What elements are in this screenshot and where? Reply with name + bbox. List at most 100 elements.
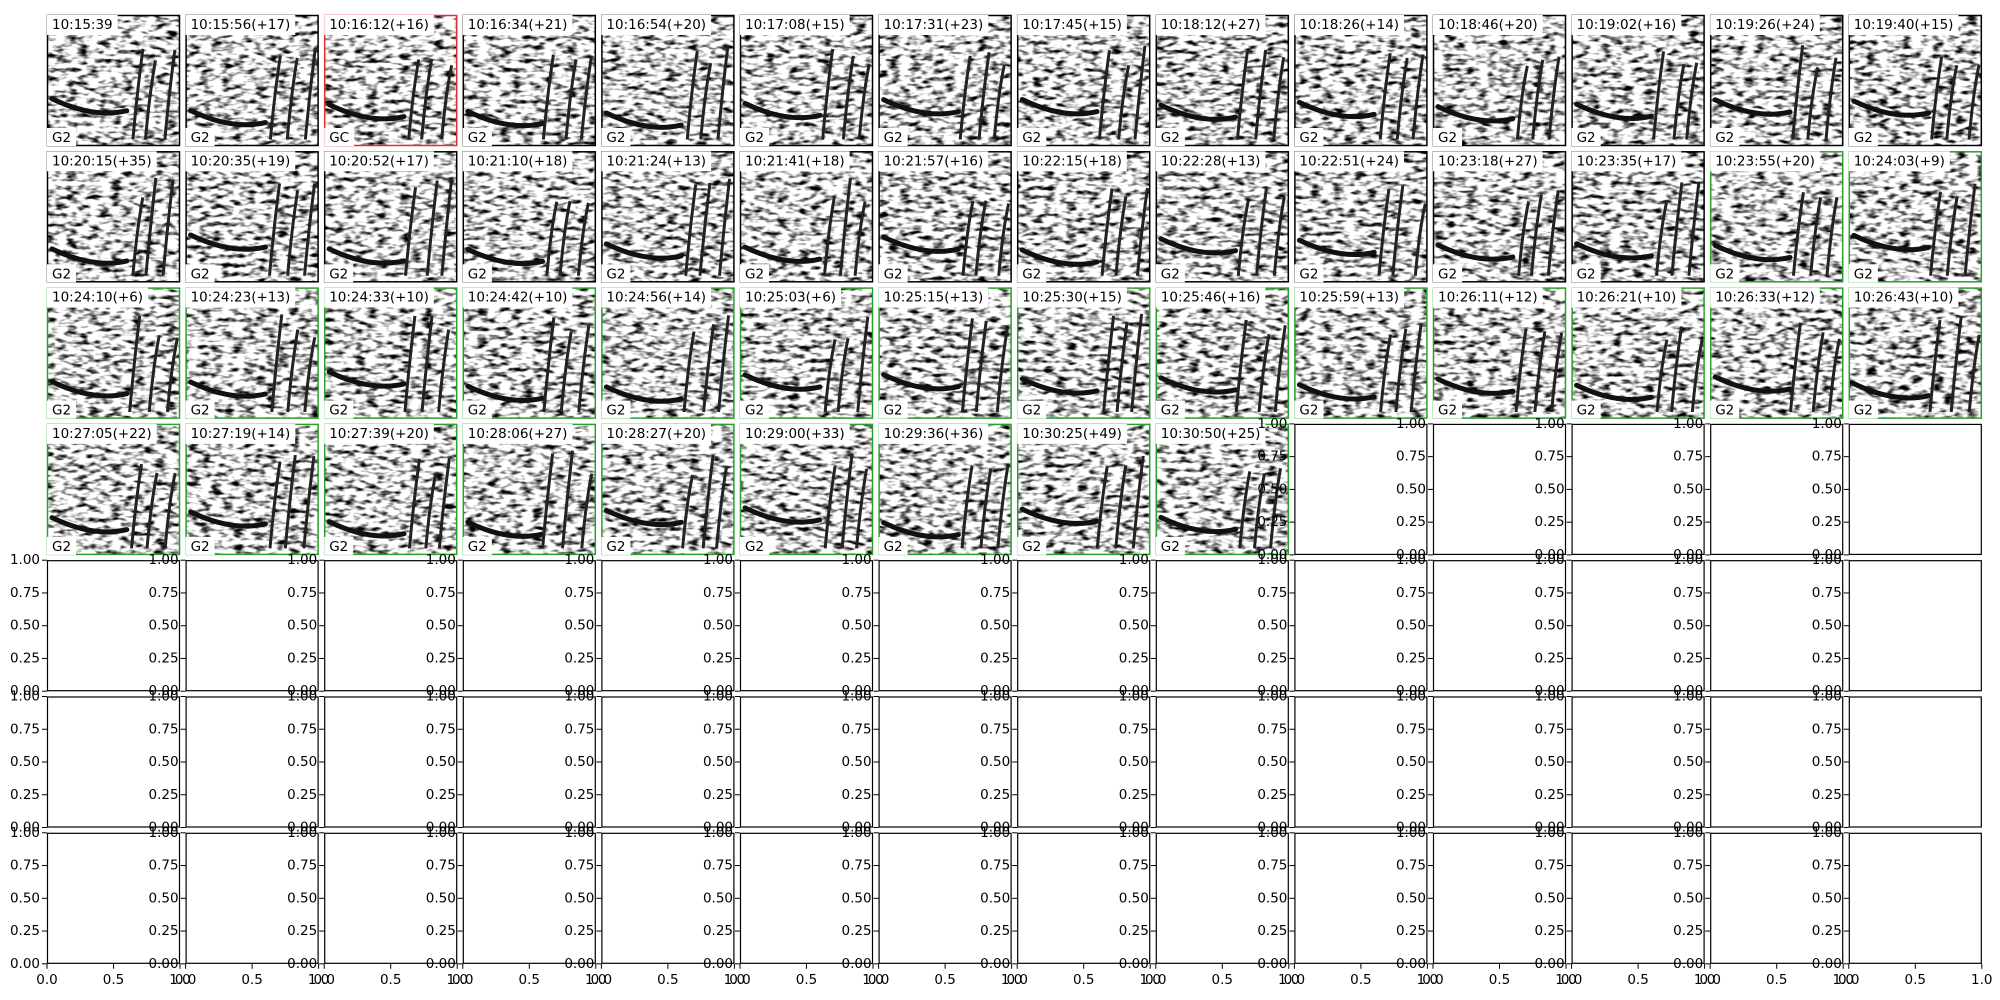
y-tick-label: 0.25 — [703, 923, 733, 939]
spectrogram-sweep — [165, 337, 179, 413]
spectrogram-sweep — [424, 472, 438, 549]
y-tick-label: 0.50 — [1535, 481, 1565, 497]
x-tick-label: 1.0 — [308, 972, 329, 988]
x-tick-label: 1.0 — [1139, 972, 1160, 988]
spectrogram-sweep — [1097, 50, 1111, 140]
title-box — [1017, 15, 1127, 35]
spectrogram-sweep — [995, 328, 1009, 413]
spectrogram-sweep — [1514, 328, 1528, 413]
spectrogram-curve — [326, 246, 407, 266]
title-box — [740, 15, 850, 35]
title-box — [740, 423, 850, 444]
panel-label: G2 — [606, 266, 625, 282]
y-tick-label: 0.00 — [842, 683, 872, 699]
y-tick-label: 0.25 — [10, 923, 40, 939]
empty-axes — [324, 560, 458, 692]
x-tick-label: 0.0 — [452, 972, 473, 988]
spectrogram-noise — [462, 287, 596, 419]
spectrogram — [740, 423, 873, 555]
y-tick-label: 0.50 — [703, 618, 733, 634]
spectrogram-noise — [1710, 15, 1844, 146]
label-box — [1433, 400, 1463, 419]
empty-axes — [46, 832, 181, 964]
spectrogram-sweep — [1409, 324, 1423, 413]
y-tick-label: 0.25 — [1257, 787, 1287, 803]
spectrogram-sweep — [163, 49, 177, 140]
y-tick-label: 0.00 — [1257, 820, 1287, 836]
spectrogram-noise — [601, 151, 735, 283]
y-tick-label: 0.00 — [1673, 956, 1703, 972]
spectrogram-sweep — [541, 54, 555, 140]
spectrogram-sweep — [1685, 62, 1699, 140]
x-tick-label: 0.5 — [1212, 972, 1233, 988]
x-tick-label: 0.0 — [313, 972, 334, 988]
y-tick-label: 1.00 — [10, 689, 40, 705]
y-tick-label: 0.00 — [1535, 683, 1565, 699]
y-tick-label: 0.00 — [1673, 683, 1703, 699]
y-tick-label: 1.00 — [287, 825, 317, 841]
spectrogram-sweep — [286, 190, 300, 276]
x-tick-label: 0.0 — [175, 972, 196, 988]
spectrogram-sweep — [1547, 56, 1561, 140]
y-tick-label: 0.25 — [1673, 787, 1703, 803]
y-tick-label: 0.75 — [1396, 585, 1426, 601]
title-box — [324, 151, 434, 172]
spectrogram — [1571, 287, 1705, 419]
panel-title: 10:20:52(+17) — [329, 153, 429, 169]
empty-axes — [1571, 423, 1705, 555]
spectrogram-curve — [465, 383, 546, 403]
spectrogram-sweep — [579, 56, 593, 140]
title-box — [601, 151, 712, 172]
spectrogram-sweep — [821, 48, 835, 140]
spectrogram-sweep — [1550, 332, 1564, 413]
spectrogram-sweep — [302, 455, 316, 549]
panel-label: G2 — [1022, 539, 1041, 555]
y-tick-label: 0.25 — [1812, 514, 1842, 530]
panel-title: 10:24:10(+6) — [52, 290, 143, 306]
spectrogram — [601, 15, 735, 146]
spectrogram — [324, 151, 458, 283]
spectrogram-curve — [881, 234, 961, 254]
title-box — [601, 15, 712, 35]
empty-axes — [1710, 560, 1844, 692]
spectrogram-curve — [881, 97, 961, 117]
spectrogram-noise — [601, 423, 735, 555]
spectrogram-noise — [1571, 151, 1705, 283]
y-tick-label: 1.00 — [426, 825, 456, 841]
spectrogram — [1017, 423, 1151, 555]
x-tick-label: 0.5 — [1627, 972, 1648, 988]
label-box — [1017, 128, 1047, 146]
spectrogram — [1294, 287, 1428, 419]
label-box — [1017, 400, 1047, 419]
y-tick-label: 0.50 — [980, 754, 1010, 770]
panel-label: G2 — [745, 130, 764, 146]
panel-title: 10:23:55(+20) — [1715, 153, 1815, 169]
spectrogram-curve — [1296, 99, 1377, 120]
label-box — [462, 400, 492, 419]
spectrogram-sweep — [1963, 183, 1977, 276]
y-tick-label: 0.75 — [1812, 585, 1842, 601]
title-box — [47, 423, 157, 444]
spectrogram-sweep — [440, 177, 454, 276]
y-tick-label: 0.25 — [149, 787, 179, 803]
label-box — [878, 264, 908, 283]
spectrogram-sweep — [558, 200, 572, 276]
y-tick-label: 0.25 — [1257, 923, 1287, 939]
y-tick-label: 0.50 — [1535, 890, 1565, 906]
spectrogram-curve — [1574, 241, 1654, 261]
y-tick-label: 0.75 — [1257, 449, 1287, 465]
spectrogram-sweep — [404, 187, 418, 276]
spectrogram — [462, 15, 596, 146]
x-tick-label: 0.5 — [1073, 972, 1094, 988]
x-tick-label: 0.0 — [729, 972, 750, 988]
y-tick-label: 0.00 — [564, 820, 594, 836]
spectrogram-sweep — [143, 60, 157, 140]
panel-label: G2 — [745, 403, 764, 419]
title-box — [1848, 15, 1959, 35]
label-box — [601, 264, 631, 283]
y-tick-label: 0.50 — [564, 754, 594, 770]
panel-title: 10:29:36(+36) — [884, 426, 984, 442]
spectrogram-sweep — [407, 458, 421, 549]
label-box — [1433, 264, 1463, 283]
spectrogram-sweep — [974, 320, 988, 413]
